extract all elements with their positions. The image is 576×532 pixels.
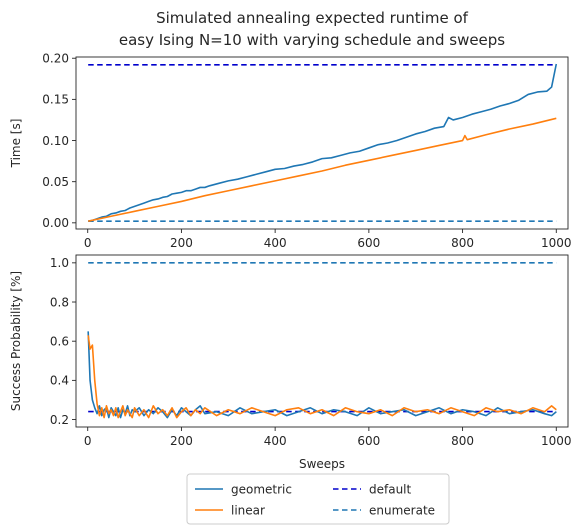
success-probability-panel: 0 200 400 600 800 1000 0.2 0.4 0.6 0.8 1.0 Success … [9, 254, 572, 471]
runtime-panel: 0 200 400 600 800 1000 0.00 0.05 0.10 0.15 0.20 Tim… [9, 52, 572, 250]
figure-title-line-2: easy Ising N=10 with varying schedule an… [119, 31, 505, 49]
x-tick-label-1-2: 400 [264, 434, 287, 448]
series-line-linear-0 [88, 117, 557, 222]
x-axis-label-1: Sweeps [299, 457, 345, 471]
axes-frame-0 [75, 56, 569, 230]
legend-frame [186, 473, 450, 525]
y-tick-label-1-0: 0.2 [50, 413, 69, 427]
series-line-linear-1 [87, 335, 557, 419]
legend-label-linear: linear [231, 504, 265, 518]
legend-label-enumerate: enumerate [369, 504, 435, 518]
y-tick-label-1-4: 1.0 [50, 256, 69, 270]
x-tick-label-0-4: 800 [451, 236, 474, 250]
legend-label-default: default [369, 483, 412, 497]
plot-area-0 [76, 57, 568, 229]
y-tick-label-0-4: 0.20 [42, 52, 69, 66]
y-tick-label-1-3: 0.8 [50, 295, 69, 309]
y-axis-label-1: Success Probability [%] [9, 271, 23, 411]
y-tick-label-1-2: 0.6 [50, 334, 69, 348]
y-tick-label-1-1: 0.4 [50, 374, 69, 388]
x-tick-label-1-0: 0 [84, 434, 92, 448]
x-tick-label-0-3: 600 [357, 236, 380, 250]
x-tick-label-0-5: 1000 [541, 236, 572, 250]
x-tick-label-1-4: 800 [451, 434, 474, 448]
y-axis-label-0: Time [s] [9, 119, 23, 169]
legend-label-geometric: geometric [231, 483, 292, 497]
plot-area-1 [76, 255, 568, 427]
x-tick-label-0-0: 0 [84, 236, 92, 250]
x-tick-label-1-3: 600 [357, 434, 380, 448]
x-tick-label-1-1: 200 [170, 434, 193, 448]
y-tick-label-0-0: 0.00 [42, 216, 69, 230]
y-tick-label-0-1: 0.05 [42, 175, 69, 189]
y-tick-label-0-2: 0.10 [42, 134, 69, 148]
y-tick-label-0-3: 0.15 [42, 93, 69, 107]
x-tick-label-0-2: 400 [264, 236, 287, 250]
series-line-geometric-0 [88, 63, 558, 222]
x-tick-label-0-1: 200 [170, 236, 193, 250]
x-tick-label-1-5: 1000 [541, 434, 572, 448]
legend: geometric linear default enumerate [186, 473, 450, 525]
figure-title-line-1: Simulated annealing expected runtime of [156, 9, 469, 27]
